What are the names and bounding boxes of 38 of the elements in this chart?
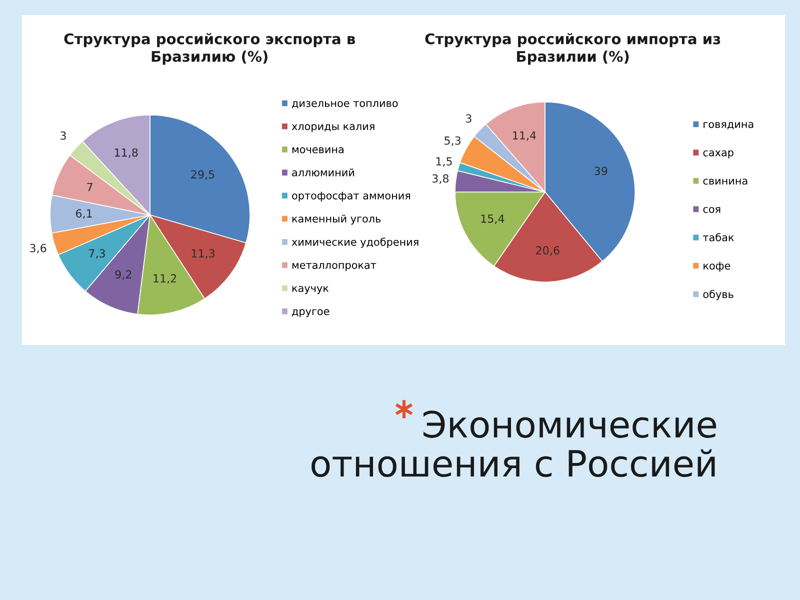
legend-label: дизельное топливо (292, 101, 398, 108)
legend-label: кофе (704, 262, 730, 272)
data-label: 6,1 (76, 209, 92, 219)
data-label: 3,6 (30, 244, 46, 254)
data-label: 7,3 (89, 249, 105, 259)
data-label: 3 (60, 131, 66, 140)
data-label: 5,3 (444, 136, 461, 146)
legend-label: сахар (703, 150, 734, 158)
chart-title: Структура российского экспорта в Бразилию (%) (64, 33, 356, 65)
data-label: 1,5 (436, 157, 452, 167)
data-label: 11,3 (192, 249, 214, 259)
legend-label: ортофосфат аммония (292, 192, 410, 202)
legend-label: каменный уголь (292, 214, 381, 225)
legend-label: хлориды калия (292, 124, 374, 132)
legend-label: другое (292, 309, 330, 318)
data-label: 3 (466, 114, 472, 123)
legend-label: аллюминий (292, 168, 354, 176)
data-label: 11,4 (513, 131, 536, 141)
legend-label: каучук (292, 286, 329, 294)
legend-label: металлопрокат (292, 262, 376, 271)
legend-label: обувь (703, 290, 734, 300)
legend-label: свинина (703, 178, 748, 185)
data-label: 29,5 (191, 170, 214, 180)
data-label: 11,2 (154, 274, 176, 284)
data-label: 39 (594, 166, 608, 176)
data-label: 20,6 (536, 246, 560, 256)
legend-label: химические удобрения (292, 238, 418, 248)
chart-title: Структура российского импорта из Бразилии (%) (425, 33, 720, 65)
data-label: 11,8 (114, 148, 138, 158)
data-label: 15,4 (481, 214, 504, 224)
text: Экономические отношения с Россией (312, 410, 716, 478)
data-label: 7 (87, 183, 92, 192)
data-label: 9,2 (115, 270, 132, 280)
legend-label: говядина (704, 122, 754, 130)
legend-label: табак (703, 233, 734, 242)
data-label: 3,8 (432, 174, 449, 184)
legend-label: соя (703, 207, 720, 213)
legend-label: мочевина (292, 147, 344, 154)
